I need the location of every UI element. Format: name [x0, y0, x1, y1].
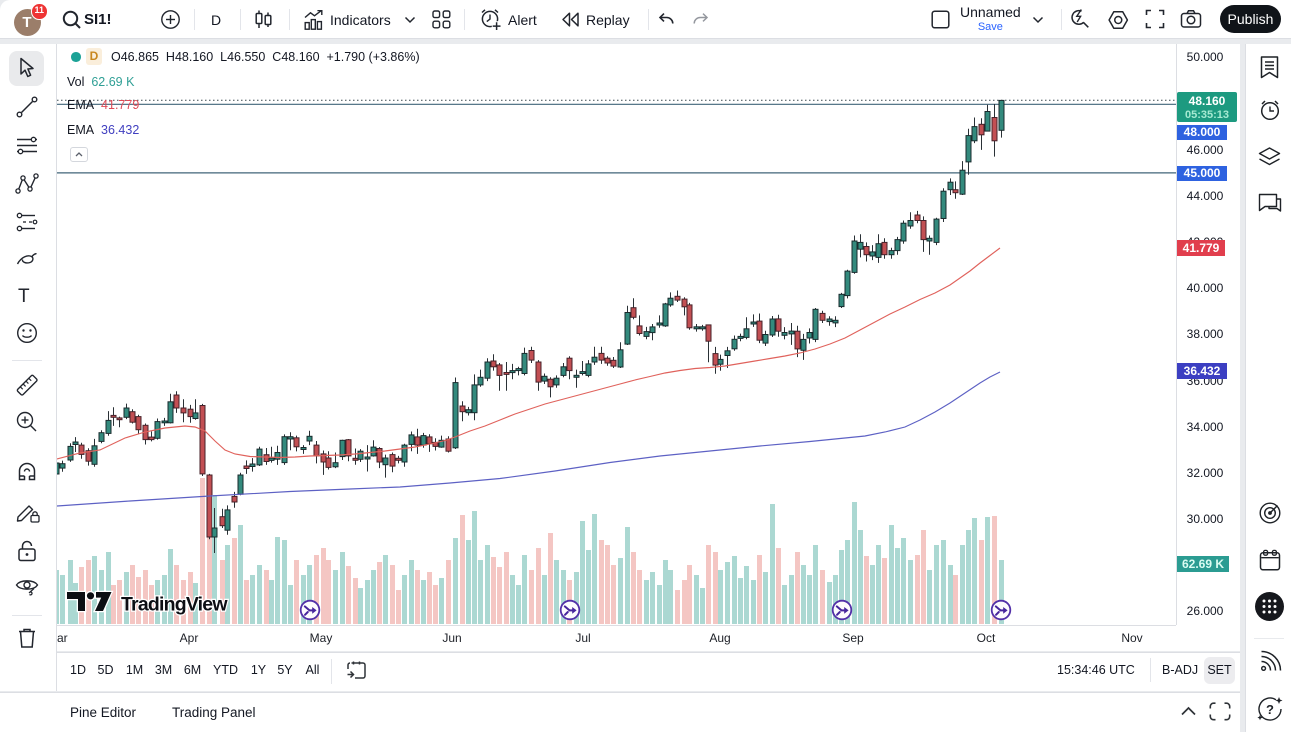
svg-text:?: ?: [1266, 702, 1274, 717]
svg-text:TradingView: TradingView: [121, 594, 228, 616]
